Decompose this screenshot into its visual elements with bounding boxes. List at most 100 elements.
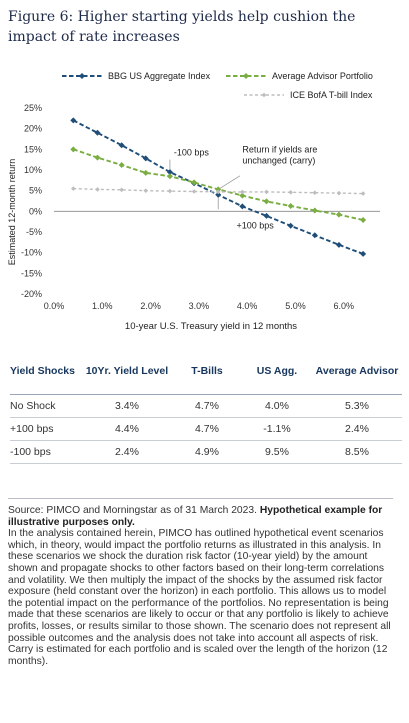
data-point (142, 155, 149, 162)
y-tick-label: 5% (29, 186, 42, 196)
y-axis-label: Estimated 12-month return (7, 159, 17, 266)
yield-shock-table: Yield Shocks 10Yr. Yield Level T-Bills U… (10, 364, 402, 464)
data-point (312, 190, 318, 196)
legend: BBG US Aggregate Index Average Advisor Po… (62, 71, 373, 100)
table-cell: +100 bps (10, 423, 54, 435)
data-point (263, 198, 270, 205)
legend-label-1: Average Advisor Portfolio (272, 71, 373, 81)
data-point (191, 189, 197, 194)
data-point (263, 212, 270, 219)
legend-marker-2 (261, 92, 267, 98)
y-tick-label: 20% (24, 124, 42, 134)
table-cell: 9.5% (265, 446, 289, 458)
legend-label-0: BBG US Aggregate Index (108, 71, 211, 81)
legend-marker-0 (79, 73, 85, 79)
x-tick-label: 0.0% (44, 301, 65, 311)
y-tick-label: -5% (26, 227, 42, 237)
data-point (240, 189, 245, 195)
data-point (287, 202, 294, 209)
data-point (119, 187, 124, 193)
data-point (288, 190, 293, 195)
x-tick-label: 3.0% (189, 301, 210, 311)
x-axis: 0.0% 1.0% 2.0% 3.0% 4.0% 5.0% 6.0% 10-year U.S… (44, 301, 354, 332)
x-tick-label: 5.0% (285, 301, 306, 311)
data-point (287, 222, 294, 229)
data-point (118, 162, 125, 169)
table-cell: No Shock (10, 400, 56, 412)
data-point (311, 232, 318, 239)
data-point (70, 117, 77, 124)
data-point (191, 179, 198, 186)
table-cell: 2.4% (345, 423, 369, 435)
x-tick-label: 2.0% (140, 301, 161, 311)
table-cell: 4.4% (115, 423, 139, 435)
y-tick-label: 10% (24, 165, 42, 175)
header-yield-shocks: Yield Shocks (10, 365, 75, 377)
data-point (215, 186, 222, 193)
hypothetical-note: Hypothetical example for illustrative pu… (8, 505, 383, 528)
table-cell: 4.9% (195, 446, 219, 458)
y-tick-label: 15% (24, 144, 42, 154)
table-row: +100 bps 4.4% 4.7% -1.1% 2.4% (10, 418, 402, 441)
data-point (71, 186, 76, 191)
table-cell: 4.7% (195, 423, 219, 435)
table-cell: 3.4% (115, 400, 139, 412)
data-point (336, 190, 342, 196)
table-cell: -1.1% (263, 423, 291, 435)
x-tick-label: 1.0% (92, 301, 113, 311)
source-text: Source: PIMCO and Morningstar as of 31 M… (8, 505, 257, 516)
x-tick-label: 4.0% (237, 301, 258, 311)
header-us-agg: US Agg. (256, 365, 298, 377)
table-cell: 4.0% (265, 400, 289, 412)
footnote: Source: PIMCO and Morningstar as of 31 M… (8, 498, 393, 723)
legend-label-2: ICE BofA T-bill Index (290, 90, 373, 100)
legend-marker-1 (243, 73, 249, 79)
carry-leader-line (219, 175, 241, 189)
header-average-advisor: Average Advisor (315, 365, 399, 377)
y-axis: Estimated 12-month return 25% 20% 15% 10% 5%… (7, 103, 42, 299)
table-cell: -100 bps (10, 446, 51, 458)
data-point (166, 173, 173, 180)
line-chart: BBG US Aggregate Index Average Advisor Po… (7, 71, 380, 332)
table-cell: 8.5% (345, 446, 369, 458)
data-point (335, 211, 342, 218)
data-point (239, 203, 246, 210)
header-yield-level: 10Yr. Yield Level (85, 365, 169, 377)
data-point (215, 191, 222, 198)
table-cell: 5.3% (345, 400, 369, 412)
data-point (264, 189, 269, 195)
x-tick-label: 6.0% (334, 301, 355, 311)
data-point (167, 188, 173, 194)
data-point (118, 142, 125, 149)
data-point (143, 188, 149, 193)
data-point (142, 169, 149, 176)
data-point (360, 250, 367, 257)
disclaimer-text: In the analysis contained herein, PIMCO … (8, 528, 391, 667)
data-point (94, 129, 101, 136)
data-point (239, 192, 246, 199)
table-row: No Shock 3.4% 4.7% 4.0% 5.3% (10, 395, 402, 418)
data-point (70, 146, 77, 153)
data-point (335, 241, 342, 248)
data-point (311, 207, 318, 214)
table-cell: 4.7% (195, 400, 219, 412)
annotation-plus-100: +100 bps (237, 221, 275, 231)
data-point (94, 154, 101, 161)
y-tick-label: 25% (24, 103, 42, 113)
table-header-row: Yield Shocks 10Yr. Yield Level T-Bills U… (10, 364, 402, 395)
y-tick-label: -20% (21, 289, 42, 299)
footnote-first-line: Source: PIMCO and Morningstar as of 31 M… (8, 505, 393, 528)
y-tick-label: 0% (29, 206, 42, 216)
data-point (166, 169, 173, 176)
y-tick-label: -15% (21, 268, 42, 278)
figure-title: Figure 6: Higher starting yields help cu… (8, 9, 356, 45)
y-tick-label: -10% (21, 248, 42, 258)
x-axis-label: 10-year U.S. Treasury yield in 12 months (125, 321, 297, 332)
header-tbills: T-Bills (191, 365, 223, 377)
data-point (360, 217, 367, 224)
data-point (95, 187, 100, 192)
table-cell: 2.4% (115, 446, 139, 458)
data-point (215, 189, 221, 195)
data-point (360, 191, 366, 196)
table-row: -100 bps 2.4% 4.9% 9.5% 8.5% (10, 441, 402, 464)
